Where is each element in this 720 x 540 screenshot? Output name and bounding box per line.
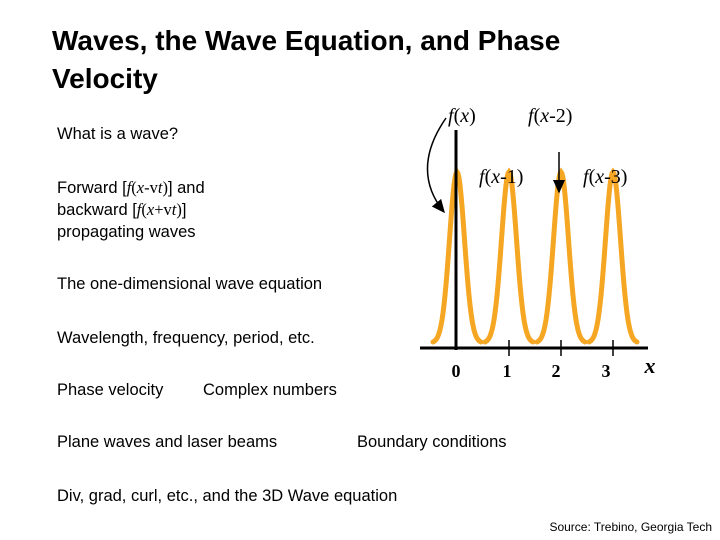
bullet-phase-velocity: Phase velocity	[57, 381, 164, 399]
backward-t: t	[171, 200, 177, 219]
label-f-x-1: f(x-1)	[479, 166, 523, 188]
label-f-x-2: f(x-2)	[528, 105, 572, 127]
forward-v: -v	[144, 178, 158, 197]
forward-close: )	[162, 178, 168, 197]
propagating-line-3: propagating waves	[57, 223, 196, 241]
backward-f: f	[136, 200, 142, 219]
bullet-what-is-wave: What is a wave?	[57, 125, 179, 143]
bullet-plane-waves: Plane waves and laser beams	[57, 433, 278, 451]
backward-v: +v	[154, 200, 172, 219]
propagating-line-2: backward [f(x+vt)]	[57, 199, 205, 221]
forward-t: t	[157, 178, 163, 197]
forward-x: x	[136, 178, 145, 197]
source-credit: Source: Trebino, Georgia Tech	[549, 520, 712, 534]
x-axis-label: x	[644, 353, 656, 378]
backward-text: backward [	[57, 201, 137, 219]
bullet-wave-equation: The one-dimensional wave equation	[57, 275, 323, 293]
bullet-complex-numbers: Complex numbers	[203, 381, 337, 399]
pulse-1	[482, 167, 536, 345]
label-f-x: f(x)	[448, 105, 476, 127]
forward-open: (	[131, 178, 137, 197]
backward-end: ]	[181, 201, 187, 219]
backward-open: (	[141, 200, 147, 219]
tick-label-2: 2	[552, 361, 561, 381]
slide-title: Waves, the Wave Equation, and Phase Velo…	[52, 25, 561, 94]
pulse-2	[534, 167, 588, 345]
bullet-div-grad: Div, grad, curl, etc., and the 3D Wave e…	[57, 487, 398, 505]
backward-close: )	[176, 200, 182, 219]
forward-f: f	[126, 178, 132, 197]
curved-arrow-icon	[426, 117, 447, 214]
tick-label-0: 0	[452, 361, 461, 381]
pulse-3	[586, 167, 640, 345]
tick-label-3: 3	[602, 361, 611, 381]
backward-x: x	[146, 200, 155, 219]
and-text: ] and	[167, 179, 205, 197]
bullet-wavelength: Wavelength, frequency, period, etc.	[57, 329, 315, 347]
pulse-layer	[430, 167, 640, 345]
label-f-x-3: f(x-3)	[583, 166, 627, 188]
bullet-propagating-waves: Forward [f(x-vt)] and backward [f(x+vt)]…	[57, 177, 205, 243]
bullet-boundary-conditions: Boundary conditions	[357, 433, 507, 451]
tick-label-1: 1	[503, 361, 512, 381]
propagating-line-1: Forward [f(x-vt)] and	[57, 177, 205, 199]
forward-text: Forward [	[57, 179, 127, 197]
